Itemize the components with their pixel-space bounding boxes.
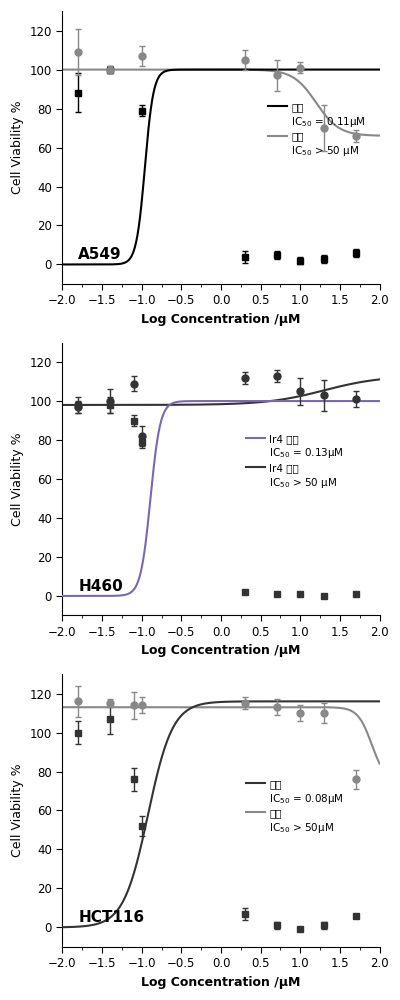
Y-axis label: Cell Viability %: Cell Viability % [11, 101, 24, 194]
Text: H460: H460 [78, 579, 123, 594]
X-axis label: Log Concentration /μM: Log Concentration /μM [141, 313, 301, 326]
X-axis label: Log Concentration /μM: Log Concentration /μM [141, 976, 301, 989]
Text: A549: A549 [78, 247, 122, 262]
Y-axis label: Cell Viability %: Cell Viability % [11, 764, 24, 857]
Legend: Ir4 光照, IC$_{50}$ = 0.13μM, Ir4 黑暗, IC$_{50}$ > 50 μM: Ir4 光照, IC$_{50}$ = 0.13μM, Ir4 黑暗, IC$_… [242, 430, 348, 494]
Legend: 光照, IC$_{50}$ = 0.11μM, 黑暗, IC$_{50}$ > 50 μM: 光照, IC$_{50}$ = 0.11μM, 黑暗, IC$_{50}$ > … [264, 98, 370, 162]
Legend: 光照, IC$_{50}$ = 0.08μM, 黑暗, IC$_{50}$ > 50μM: 光照, IC$_{50}$ = 0.08μM, 黑暗, IC$_{50}$ > … [242, 775, 348, 839]
Text: HCT116: HCT116 [78, 910, 144, 925]
X-axis label: Log Concentration /μM: Log Concentration /μM [141, 644, 301, 657]
Y-axis label: Cell Viability %: Cell Viability % [11, 432, 24, 526]
